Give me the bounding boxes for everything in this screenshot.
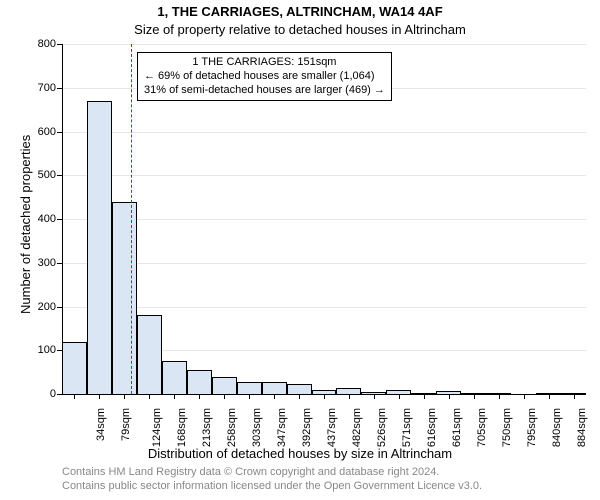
chart-title-line1: 1, THE CARRIAGES, ALTRINCHAM, WA14 4AF [0, 4, 600, 19]
chart-title-line2: Size of property relative to detached ho… [0, 22, 600, 37]
bar [62, 342, 87, 395]
y-tick-label: 700 [38, 82, 62, 94]
x-tickmark [499, 394, 500, 399]
bar [162, 361, 187, 394]
x-tickmark [124, 394, 125, 399]
x-tick-label: 705sqm [476, 408, 488, 447]
x-tick-label: 392sqm [301, 408, 313, 447]
x-tick-label: 168sqm [176, 408, 188, 447]
bar [187, 370, 212, 394]
y-tick-label: 400 [38, 213, 62, 225]
x-tick-label: 79sqm [120, 408, 132, 441]
bar [237, 382, 262, 394]
x-tick-label: 526sqm [376, 408, 388, 447]
bar [137, 315, 162, 394]
x-tickmark [224, 394, 225, 399]
callout-line1: 1 THE CARRIAGES: 151sqm [144, 56, 385, 70]
y-tick-label: 100 [38, 344, 62, 356]
x-tickmark [549, 394, 550, 399]
y-tick-label: 600 [38, 126, 62, 138]
y-axis-label: Number of detached properties [18, 135, 33, 314]
chart-container: 1, THE CARRIAGES, ALTRINCHAM, WA14 4AF S… [0, 0, 600, 500]
plot-area: 1 THE CARRIAGES: 151sqm ← 69% of detache… [62, 44, 586, 394]
x-tick-label: 482sqm [351, 408, 363, 447]
x-tick-label: 213sqm [201, 408, 213, 447]
callout-line2: ← 69% of detached houses are smaller (1,… [144, 70, 385, 84]
x-tickmark [74, 394, 75, 399]
x-tickmark [574, 394, 575, 399]
bar [87, 101, 112, 394]
footer-line1: Contains HM Land Registry data © Crown c… [62, 466, 439, 478]
x-tickmark [524, 394, 525, 399]
x-tickmark [299, 394, 300, 399]
x-tick-label: 347sqm [276, 408, 288, 447]
bar [262, 382, 287, 394]
y-tick-label: 200 [38, 301, 62, 313]
x-tick-label: 124sqm [152, 408, 164, 447]
x-tick-label: 750sqm [501, 408, 513, 447]
x-tick-label: 34sqm [96, 408, 108, 441]
y-tick-label: 300 [38, 257, 62, 269]
x-tickmark [474, 394, 475, 399]
x-tickmark [174, 394, 175, 399]
x-tick-label: 884sqm [576, 408, 588, 447]
x-tick-label: 795sqm [526, 408, 538, 447]
x-tickmark [449, 394, 450, 399]
footer-line2: Contains public sector information licen… [62, 480, 482, 492]
y-tick-label: 0 [50, 388, 62, 400]
x-tickmark [274, 394, 275, 399]
bar [287, 384, 312, 394]
bar [112, 202, 137, 395]
reference-marker-line [131, 44, 132, 394]
y-tick-label: 500 [38, 169, 62, 181]
callout-box: 1 THE CARRIAGES: 151sqm ← 69% of detache… [137, 52, 392, 101]
x-tick-label: 258sqm [226, 408, 238, 447]
x-tick-label: 571sqm [401, 408, 413, 447]
x-tick-label: 661sqm [451, 408, 463, 447]
x-tick-label: 616sqm [426, 408, 438, 447]
callout-line3: 31% of semi-detached houses are larger (… [144, 84, 385, 98]
x-tickmark [424, 394, 425, 399]
x-tickmark [324, 394, 325, 399]
x-tick-label: 437sqm [326, 408, 338, 447]
x-tick-label: 840sqm [551, 408, 563, 447]
bar [212, 377, 237, 395]
x-tickmark [149, 394, 150, 399]
x-tickmark [374, 394, 375, 399]
x-tick-label: 303sqm [251, 408, 263, 447]
x-tickmark [399, 394, 400, 399]
x-tickmark [249, 394, 250, 399]
x-tickmark [199, 394, 200, 399]
y-tick-label: 800 [38, 38, 62, 50]
x-axis-label: Distribution of detached houses by size … [0, 446, 600, 461]
x-tickmark [99, 394, 100, 399]
x-tickmark [349, 394, 350, 399]
